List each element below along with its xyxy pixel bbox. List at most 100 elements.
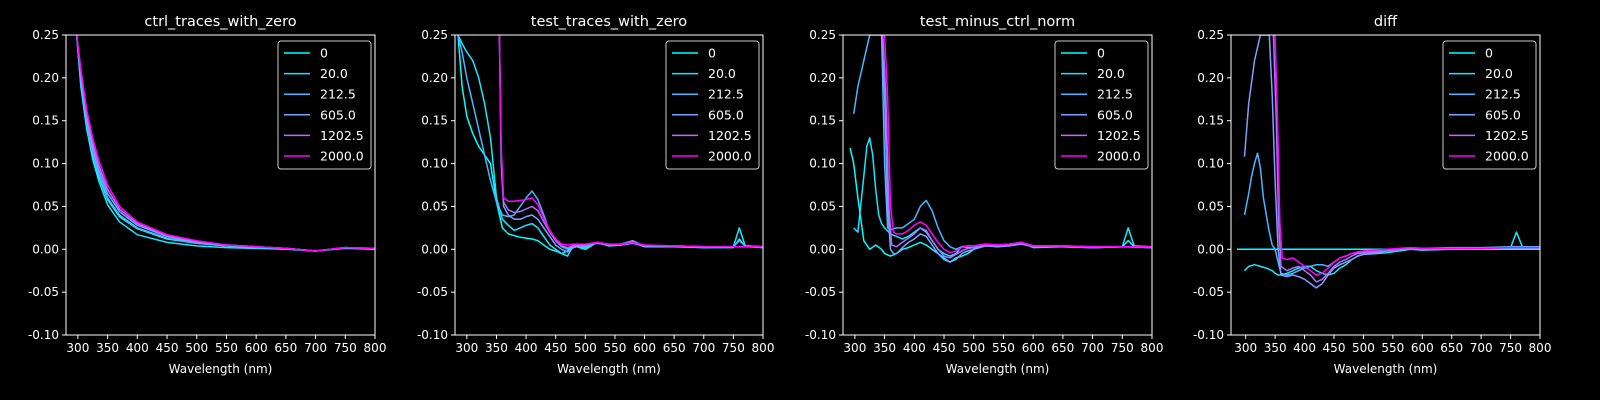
x-tick-label: 600 <box>245 341 268 355</box>
x-tick-label: 400 <box>126 341 149 355</box>
x-tick-label: 350 <box>485 341 508 355</box>
x-tick-label: 700 <box>1081 341 1104 355</box>
legend-label: 0 <box>320 46 328 61</box>
chart-title: diff <box>1374 14 1398 30</box>
x-tick-label: 500 <box>185 341 208 355</box>
y-tick-label: 0.10 <box>32 157 59 171</box>
x-tick-label: 450 <box>933 341 956 355</box>
y-tick-label: 0.25 <box>421 28 448 42</box>
series-line-1202.5 <box>498 35 763 249</box>
series-group <box>75 35 375 252</box>
chart-title: ctrl_traces_with_zero <box>144 14 296 30</box>
legend-label: 2000.0 <box>708 149 752 164</box>
legend-label: 605.0 <box>320 107 356 122</box>
legend-label: 0 <box>708 46 716 61</box>
x-tick-label: 450 <box>1323 341 1346 355</box>
series-line-1202.5 <box>882 35 1152 259</box>
legend-label: 0 <box>1485 46 1493 61</box>
x-tick-label: 450 <box>156 341 179 355</box>
x-tick-label: 600 <box>1411 341 1434 355</box>
x-tick-label: 500 <box>1352 341 1375 355</box>
x-tick-label: 600 <box>1022 341 1045 355</box>
legend-label: 212.5 <box>1097 87 1133 102</box>
x-tick-label: 750 <box>722 341 745 355</box>
y-tick-label: 0.25 <box>32 28 59 42</box>
axes-frame <box>454 34 764 336</box>
y-tick-label: -0.05 <box>1193 285 1224 299</box>
chart-panel-4: 300 350 400 450 500 550 600 650 700 750 800 -0.10 -0… <box>1193 14 1552 376</box>
y-tick-label: 0.05 <box>1197 199 1224 213</box>
x-tick-label: 450 <box>544 341 567 355</box>
y-tick-label: -0.10 <box>1193 328 1224 342</box>
x-tick-label: 650 <box>1051 341 1074 355</box>
y-tick-label: 0.20 <box>32 71 59 85</box>
chart-panel-3: 300 350 400 450 500 550 600 650 700 750 800 -0.10 -0… <box>805 14 1164 376</box>
x-tick-label: 350 <box>96 341 119 355</box>
legend: 0 20.0 212.5 605.0 1202.5 2000.0 <box>1442 40 1537 170</box>
y-tick-label: 0.00 <box>1197 242 1224 256</box>
series-line-2000.0 <box>883 35 1152 254</box>
y-tick-label: -0.05 <box>805 285 836 299</box>
legend-label: 2000.0 <box>320 149 364 164</box>
y-tick-label: 0.10 <box>1197 157 1224 171</box>
y-tick-label: 0.15 <box>1197 114 1224 128</box>
x-tick-label: 650 <box>663 341 686 355</box>
legend-label: 605.0 <box>708 107 744 122</box>
y-tick-label: -0.10 <box>805 328 836 342</box>
x-tick-label: 700 <box>304 341 327 355</box>
x-tick-label: 350 <box>1264 341 1287 355</box>
legend: 0 20.0 212.5 605.0 1202.5 2000.0 <box>1054 40 1149 170</box>
y-tick-label: -0.05 <box>417 285 448 299</box>
series-group <box>849 35 1152 263</box>
x-tick-label: 750 <box>1499 341 1522 355</box>
x-tick-label: 500 <box>962 341 985 355</box>
legend-label: 20.0 <box>1097 66 1125 81</box>
x-tick-label: 800 <box>364 341 387 355</box>
y-tick-label: 0.10 <box>809 157 836 171</box>
x-tick-label: 650 <box>1440 341 1463 355</box>
x-tick-label: 500 <box>574 341 597 355</box>
x-tick-label: 550 <box>992 341 1015 355</box>
legend-label: 605.0 <box>1097 107 1133 122</box>
legend-label: 2000.0 <box>1097 149 1141 164</box>
x-tick-label: 300 <box>455 341 478 355</box>
y-tick-label: 0.25 <box>809 28 836 42</box>
x-tick-label: 400 <box>903 341 926 355</box>
legend-label: 1202.5 <box>1485 128 1529 143</box>
y-tick-label: 0.15 <box>421 114 448 128</box>
legend-label: 212.5 <box>1485 87 1521 102</box>
x-tick-label: 800 <box>1141 341 1164 355</box>
axes-frame <box>65 34 376 336</box>
chart-panel-1: 300 350 400 450 500 550 600 650 700 750 800 -0.10 -0… <box>28 14 387 376</box>
x-tick-label: 300 <box>1234 341 1257 355</box>
x-axis-label: Wavelength (nm) <box>1334 362 1438 376</box>
legend-label: 212.5 <box>708 87 744 102</box>
axes-frame <box>842 34 1153 336</box>
x-tick-label: 350 <box>873 341 896 355</box>
legend-label: 20.0 <box>1485 66 1513 81</box>
legend-label: 2000.0 <box>1485 149 1529 164</box>
series-line-20.0 <box>1243 231 1540 276</box>
chart-panel-2: 300 350 400 450 500 550 600 650 700 750 800 -0.10 -0… <box>417 14 775 376</box>
y-tick-label: 0.20 <box>809 71 836 85</box>
y-tick-label: 0.00 <box>421 242 448 256</box>
chart-title: test_traces_with_zero <box>531 14 688 30</box>
x-tick-label: 700 <box>1470 341 1493 355</box>
x-tick-label: 550 <box>603 341 626 355</box>
y-tick-label: 0.05 <box>809 199 836 213</box>
x-tick-label: 750 <box>1111 341 1134 355</box>
series-line-2000.0 <box>75 35 375 252</box>
legend-label: 0 <box>1097 46 1105 61</box>
legend-label: 1202.5 <box>708 128 752 143</box>
y-tick-label: -0.10 <box>417 328 448 342</box>
series-group <box>457 35 763 257</box>
x-axis-label: Wavelength (nm) <box>557 362 661 376</box>
legend-label: 1202.5 <box>320 128 364 143</box>
y-tick-label: -0.10 <box>28 328 59 342</box>
legend-label: 20.0 <box>708 66 736 81</box>
legend-label: 605.0 <box>1485 107 1521 122</box>
y-tick-label: 0.00 <box>32 242 59 256</box>
x-tick-label: 550 <box>215 341 238 355</box>
y-tick-label: 0.10 <box>421 157 448 171</box>
